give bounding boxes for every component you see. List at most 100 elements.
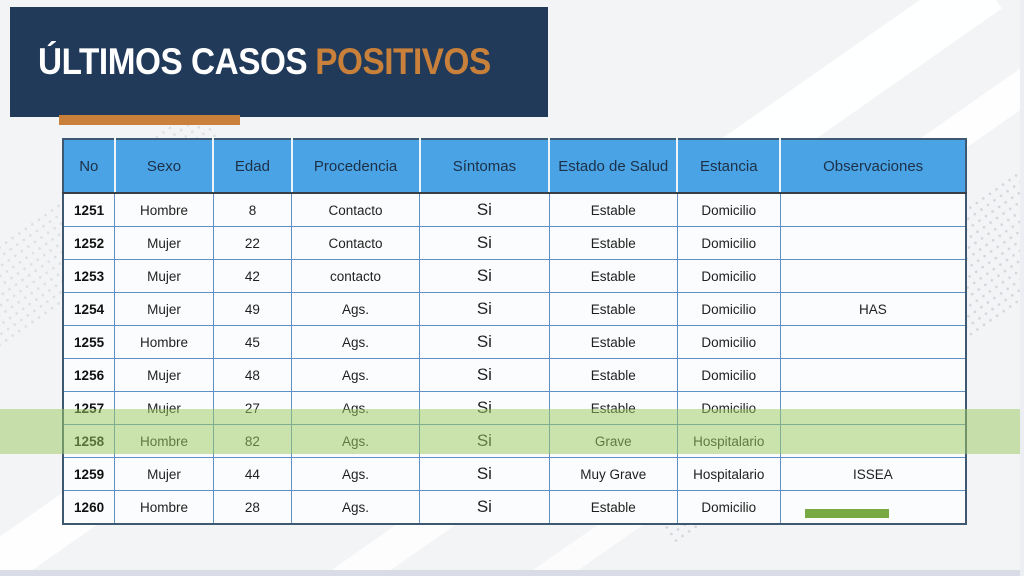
cell-estado-de-salud: Estable [548, 259, 678, 293]
cell-observaciones [779, 391, 967, 425]
column-header-observaciones: Observaciones [779, 139, 966, 194]
slide-right-edge [1020, 0, 1024, 576]
cell-sintomas: Si [419, 424, 550, 458]
cell-observaciones [779, 192, 967, 227]
page-title-accent: POSITIVOS [315, 41, 491, 82]
cell-sexo: Mujer [114, 457, 214, 491]
cell-estado-de-salud: Muy Grave [548, 457, 678, 491]
cell-edad: 28 [212, 490, 293, 525]
column-header-no: No [63, 139, 115, 194]
cell-sintomas: Si [419, 358, 550, 392]
cell-observaciones [779, 490, 967, 525]
table-row-1257: 1257 Mujer 27 Ags. Si Estable Domicilio [62, 391, 967, 425]
cell-edad: 27 [212, 391, 293, 425]
cell-no: 1258 [62, 424, 116, 458]
page-title: ÚLTIMOS CASOS POSITIVOS [38, 41, 491, 83]
cell-estancia: Hospitalario [676, 457, 781, 491]
cell-procedencia: Ags. [291, 358, 421, 392]
cell-edad: 49 [212, 292, 293, 326]
table-body: 1251 Hombre 8 Contacto Si Estable Domicilio 125… [62, 192, 967, 525]
title-underline-bar [59, 115, 240, 125]
cell-procedencia: Contacto [291, 226, 421, 260]
cell-procedencia: Ags. [291, 457, 421, 491]
table-row-1253: 1253 Mujer 42 contacto Si Estable Domicilio [62, 259, 967, 293]
cell-edad: 44 [212, 457, 293, 491]
column-header-edad: Edad [212, 139, 292, 194]
cell-observaciones [779, 259, 967, 293]
column-header-sintomas: Síntomas [418, 139, 550, 194]
cell-no: 1254 [62, 292, 116, 326]
cell-no: 1253 [62, 259, 116, 293]
cell-sintomas: Si [419, 192, 550, 227]
table-row-1259: 1259 Mujer 44 Ags. Si Muy Grave Hospitalario IS… [62, 457, 967, 491]
cell-estancia: Domicilio [676, 226, 781, 260]
cell-estado-de-salud: Estable [548, 226, 678, 260]
cell-procedencia: Ags. [291, 325, 421, 359]
cell-sexo: Hombre [114, 490, 214, 525]
column-header-procedencia: Procedencia [290, 139, 420, 194]
cell-sintomas: Si [419, 325, 550, 359]
cell-sintomas: Si [419, 292, 550, 326]
cell-no: 1256 [62, 358, 116, 392]
cell-observaciones: ISSEA [779, 457, 967, 491]
cell-estado-de-salud: Estable [548, 325, 678, 359]
cell-estado-de-salud: Estable [548, 192, 678, 227]
cell-estancia: Domicilio [676, 259, 781, 293]
cell-estancia: Hospitalario [676, 424, 781, 458]
table-header: No Sexo Edad Procedencia Síntomas Estado de S… [63, 139, 966, 194]
cell-estado-de-salud: Grave [548, 424, 678, 458]
cell-observaciones [779, 325, 967, 359]
cell-estado-de-salud: Estable [548, 391, 678, 425]
cell-edad: 8 [212, 192, 293, 227]
cell-procedencia: contacto [291, 259, 421, 293]
cell-estado-de-salud: Estable [548, 358, 678, 392]
cell-procedencia: Ags. [291, 391, 421, 425]
cell-sexo: Mujer [114, 358, 214, 392]
cell-sintomas: Si [419, 457, 550, 491]
cell-estado-de-salud: Estable [548, 490, 678, 525]
table-row-1260: 1260 Hombre 28 Ags. Si Estable Domicilio [62, 490, 967, 525]
cell-observaciones [779, 226, 967, 260]
cell-edad: 82 [212, 424, 293, 458]
cell-procedencia: Ags. [291, 292, 421, 326]
cell-sexo: Hombre [114, 192, 214, 227]
cell-edad: 45 [212, 325, 293, 359]
cell-observaciones [779, 358, 967, 392]
cell-edad: 42 [212, 259, 293, 293]
table-container: No Sexo Edad Procedencia Síntomas Estado de S… [62, 138, 967, 525]
slide-bottom-edge [0, 570, 1024, 576]
cell-sexo: Mujer [114, 259, 214, 293]
cell-no: 1252 [62, 226, 116, 260]
table-row-1251: 1251 Hombre 8 Contacto Si Estable Domicilio [62, 192, 967, 227]
cell-sexo: Mujer [114, 391, 214, 425]
cell-no: 1255 [62, 325, 116, 359]
column-header-estancia: Estancia [676, 139, 781, 194]
table-row-1258: 1258 Hombre 82 Ags. Si Grave Hospitalario [62, 424, 967, 458]
cell-edad: 48 [212, 358, 293, 392]
cell-sexo: Hombre [114, 424, 214, 458]
cell-estancia: Domicilio [676, 391, 781, 425]
cell-observaciones [779, 424, 967, 458]
cell-procedencia: Contacto [291, 192, 421, 227]
cell-estado-de-salud: Estable [548, 292, 678, 326]
cell-estancia: Domicilio [676, 192, 781, 227]
table-row-1254: 1254 Mujer 49 Ags. Si Estable Domicilio HAS [62, 292, 967, 326]
page-title-primary: ÚLTIMOS CASOS [38, 41, 308, 82]
cases-table: No Sexo Edad Procedencia Síntomas Estado de S… [62, 138, 967, 525]
cell-no: 1251 [62, 192, 116, 227]
cell-procedencia: Ags. [291, 424, 421, 458]
cell-no: 1260 [62, 490, 116, 525]
column-header-sexo: Sexo [113, 139, 214, 194]
cell-no: 1259 [62, 457, 116, 491]
cell-sintomas: Si [419, 259, 550, 293]
table-row-1252: 1252 Mujer 22 Contacto Si Estable Domicilio [62, 226, 967, 260]
cell-sexo: Hombre [114, 325, 214, 359]
cell-no: 1257 [62, 391, 116, 425]
cell-procedencia: Ags. [291, 490, 421, 525]
cell-estancia: Domicilio [676, 358, 781, 392]
cell-estancia: Domicilio [676, 325, 781, 359]
table-row-1255: 1255 Hombre 45 Ags. Si Estable Domicilio [62, 325, 967, 359]
cell-edad: 22 [212, 226, 293, 260]
column-header-estado-de-salud: Estado de Salud [548, 139, 678, 194]
